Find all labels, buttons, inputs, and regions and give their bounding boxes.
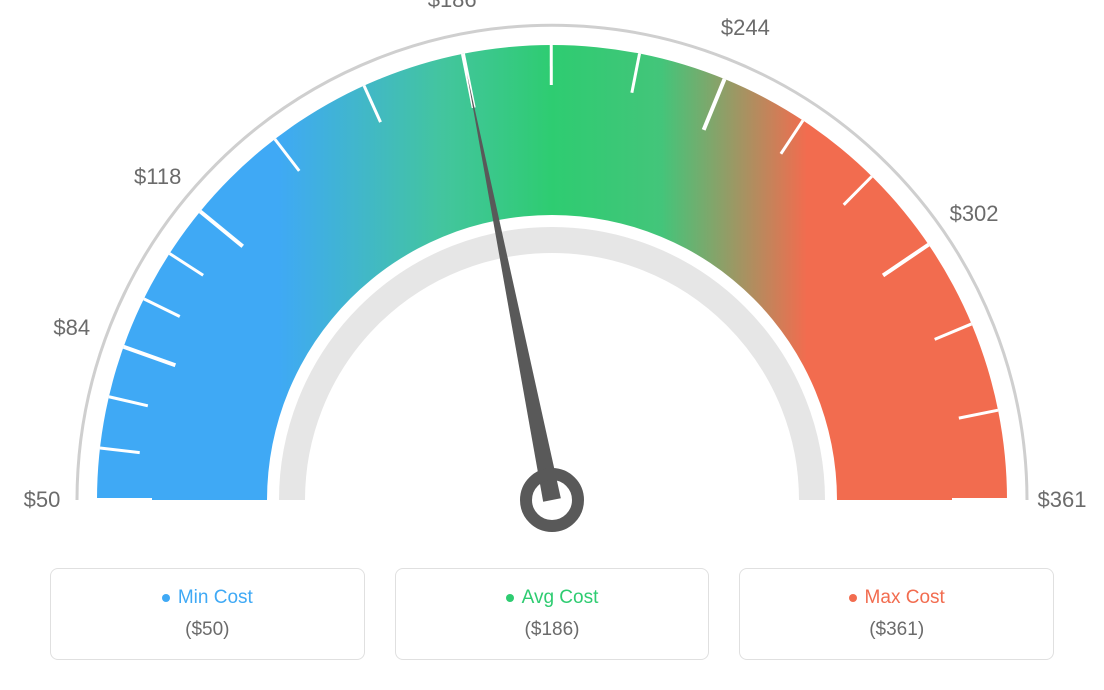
legend-dot-icon xyxy=(162,594,170,602)
legend-title-row: Max Cost xyxy=(849,587,945,609)
legend-value: ($186) xyxy=(525,619,580,641)
legend-title-row: Min Cost xyxy=(162,587,253,609)
legend-value: ($361) xyxy=(869,619,924,641)
legend-dot-icon xyxy=(506,594,514,602)
legend-value: ($50) xyxy=(185,619,229,641)
gauge-container: $50 $84 $118 $186 $244 $302 $361 xyxy=(0,0,1104,560)
gauge-svg xyxy=(0,0,1104,560)
gauge-tick-label: $84 xyxy=(53,315,90,341)
gauge-tick-label: $302 xyxy=(950,201,999,227)
legend-title-row: Avg Cost xyxy=(506,587,599,609)
gauge-tick-label: $244 xyxy=(721,15,770,41)
gauge-tick-label: $118 xyxy=(134,164,181,190)
legend-title: Avg Cost xyxy=(522,587,599,609)
legend-card: Avg Cost ($186) xyxy=(395,568,710,660)
legend-title: Max Cost xyxy=(865,587,945,609)
gauge-tick-label: $186 xyxy=(428,0,477,13)
legend-card: Max Cost ($361) xyxy=(739,568,1054,660)
gauge-tick-label: $50 xyxy=(24,487,61,513)
gauge-band xyxy=(97,45,1007,500)
gauge-tick-label: $361 xyxy=(1038,487,1087,513)
legend-row: Min Cost ($50) Avg Cost ($186) Max Cost ($361… xyxy=(50,568,1054,660)
legend-dot-icon xyxy=(849,594,857,602)
legend-title: Min Cost xyxy=(178,587,253,609)
legend-card: Min Cost ($50) xyxy=(50,568,365,660)
